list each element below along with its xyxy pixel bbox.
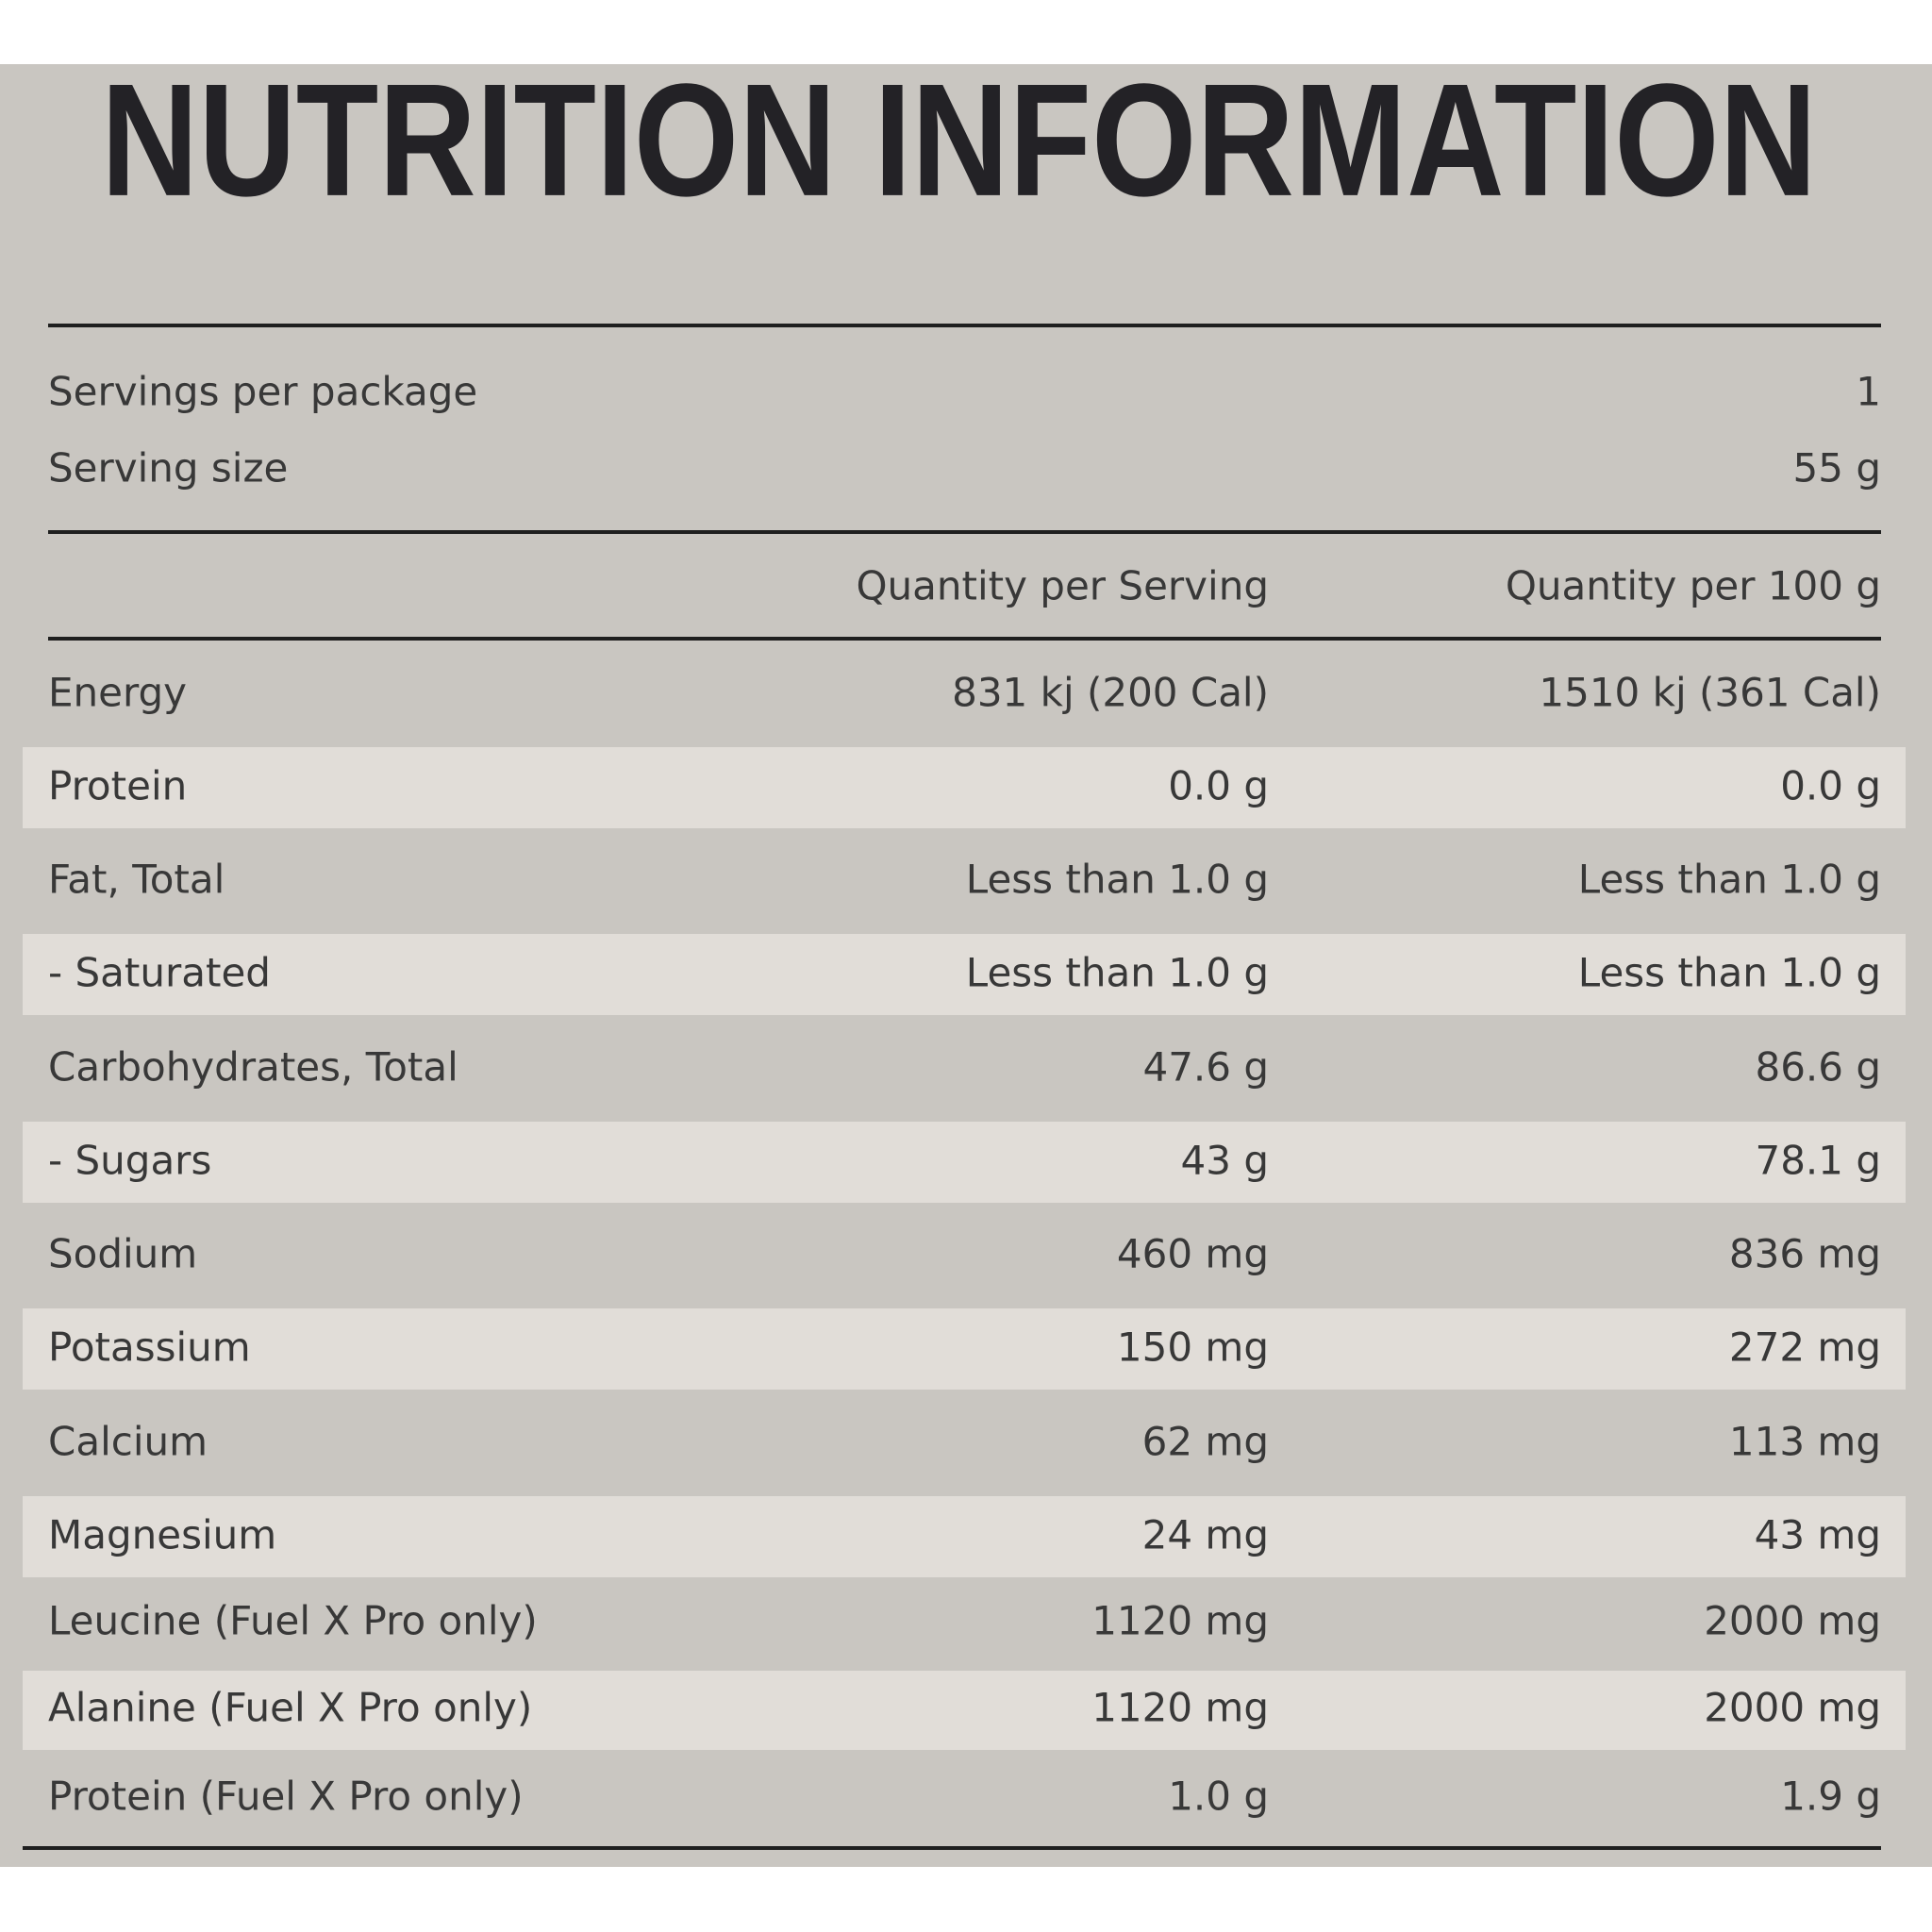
per-serving: 62 mg: [1142, 1419, 1269, 1465]
title: NUTRITION INFORMATION: [101, 51, 1817, 230]
per-serving: 1120 mg: [1091, 1685, 1269, 1731]
row-stripe: [23, 1308, 1906, 1390]
nutrient-name: - Sugars: [48, 1138, 211, 1184]
row-stripe: [23, 1496, 1906, 1577]
per-serving: 47.6 g: [1142, 1044, 1269, 1091]
table-rows: Energy 831 kj (200 Cal) 1510 kj (361 Cal) P…: [23, 670, 1906, 1820]
per-100g: 1.9 g: [1780, 1774, 1881, 1820]
per-100g: 86.6 g: [1755, 1044, 1881, 1091]
per-100g: Less than 1.0 g: [1578, 857, 1881, 903]
nutrient-name: Fat, Total: [48, 857, 225, 903]
nutrient-name: Carbohydrates, Total: [48, 1044, 458, 1091]
nutrient-name: Leucine (Fuel X Pro only): [48, 1598, 538, 1644]
row-stripe: [23, 1122, 1906, 1203]
per-100g: 2000 mg: [1704, 1685, 1881, 1731]
per-serving: 1.0 g: [1168, 1774, 1269, 1820]
serving-size-label: Serving size: [48, 445, 288, 491]
nutrient-name: Protein (Fuel X Pro only): [48, 1774, 524, 1820]
per-100g: 2000 mg: [1704, 1598, 1881, 1644]
nutrient-name: Potassium: [48, 1324, 251, 1371]
per-serving: 0.0 g: [1168, 763, 1269, 809]
per-100g: 272 mg: [1729, 1324, 1881, 1371]
per-100g: Less than 1.0 g: [1578, 950, 1881, 996]
per-100g: 836 mg: [1729, 1231, 1881, 1277]
per-100g: 0.0 g: [1780, 763, 1881, 809]
per-100g: 1510 kj (361 Cal): [1539, 670, 1881, 716]
nutrient-name: Protein: [48, 763, 187, 809]
nutrient-name: Magnesium: [48, 1512, 276, 1558]
per-serving: 1120 mg: [1091, 1598, 1269, 1644]
row-stripe: [23, 934, 1906, 1015]
per-serving: 43 g: [1181, 1138, 1269, 1184]
per-serving: 831 kj (200 Cal): [952, 670, 1269, 716]
row-stripe: [23, 747, 1906, 828]
column-header: Quantity per Serving: [856, 563, 1269, 609]
serving-size-value: 55 g: [1793, 445, 1881, 491]
per-serving: Less than 1.0 g: [966, 857, 1269, 903]
per-100g: 113 mg: [1729, 1419, 1881, 1465]
nutrient-name: Calcium: [48, 1419, 208, 1465]
per-serving: Less than 1.0 g: [966, 950, 1269, 996]
nutrient-name: Alanine (Fuel X Pro only): [48, 1685, 532, 1731]
row-stripe: [23, 1671, 1906, 1750]
per-serving: 150 mg: [1117, 1324, 1269, 1371]
nutrient-name: Energy: [48, 670, 187, 716]
per-100g: 43 mg: [1755, 1512, 1881, 1558]
per-serving: 460 mg: [1117, 1231, 1269, 1277]
column-header: Quantity per 100 g: [1506, 563, 1881, 609]
per-serving: 24 mg: [1142, 1512, 1269, 1558]
servings-label: Servings per package: [48, 369, 477, 415]
nutrient-name: Sodium: [48, 1231, 197, 1277]
per-100g: 78.1 g: [1755, 1138, 1881, 1184]
servings-value: 1: [1856, 369, 1881, 415]
nutrient-name: - Saturated: [48, 950, 271, 996]
